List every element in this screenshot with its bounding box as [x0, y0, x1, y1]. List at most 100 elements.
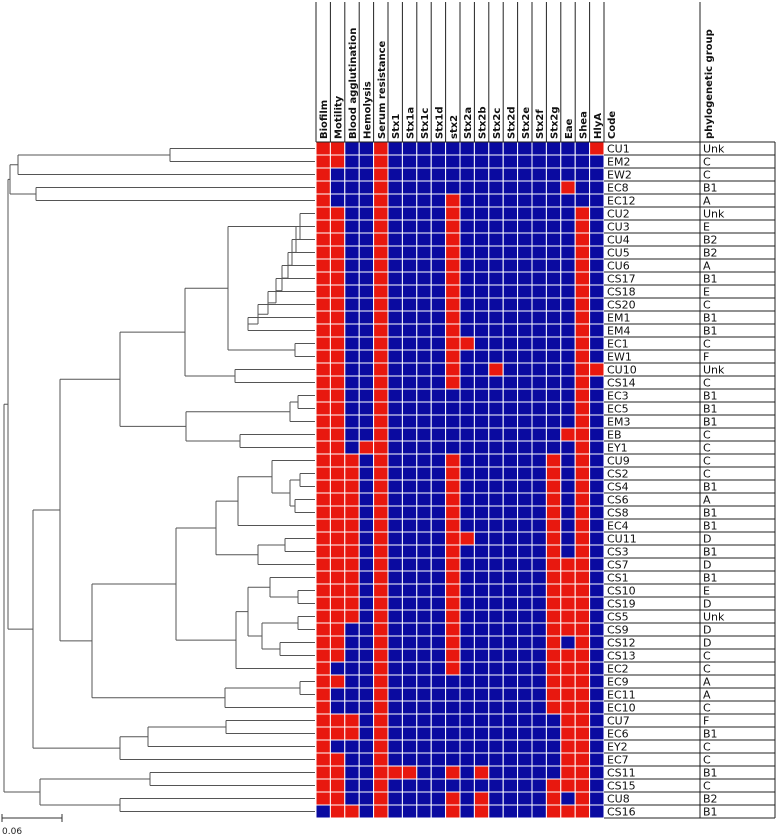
cell-positive	[545, 544, 562, 559]
cell-negative	[358, 180, 375, 195]
cell-negative	[488, 492, 504, 507]
cell-negative	[502, 349, 519, 364]
cell-positive	[315, 635, 331, 650]
cell-negative	[502, 284, 519, 299]
cell-negative	[473, 726, 490, 741]
cell-negative	[589, 466, 605, 481]
cell-negative	[416, 167, 432, 182]
cell-positive	[574, 687, 591, 702]
cell-negative	[459, 193, 475, 208]
cell-negative	[459, 700, 475, 715]
cell-negative	[531, 180, 547, 195]
cell-negative	[545, 726, 562, 741]
cell-negative	[473, 323, 490, 338]
cell-negative	[358, 297, 375, 312]
cell-negative	[401, 739, 418, 754]
cell-negative	[517, 271, 533, 286]
cell-positive	[329, 765, 346, 780]
cell-positive	[373, 687, 389, 702]
cell-positive	[574, 427, 591, 442]
cell-positive	[329, 323, 346, 338]
cell-negative	[387, 778, 403, 793]
cell-positive	[560, 739, 576, 754]
row-code: EB	[607, 429, 622, 442]
cell-positive	[329, 609, 346, 624]
cell-negative	[517, 453, 533, 468]
cell-positive	[545, 778, 562, 793]
cell-negative	[445, 700, 461, 715]
cell-negative	[387, 648, 403, 663]
cell-positive	[445, 375, 461, 390]
row-code: CS6	[607, 494, 629, 507]
cell-positive	[373, 401, 389, 416]
cell-positive	[445, 271, 461, 286]
cell-negative	[531, 622, 547, 637]
cell-negative	[344, 414, 360, 429]
cell-positive	[574, 492, 591, 507]
cell-negative	[344, 752, 360, 767]
cell-positive	[315, 674, 331, 689]
row-group: Unk	[703, 208, 725, 221]
cell-negative	[502, 453, 519, 468]
cell-negative	[401, 401, 418, 416]
cell-negative	[488, 466, 504, 481]
cell-negative	[416, 583, 432, 598]
cell-negative	[358, 531, 375, 546]
cell-negative	[517, 167, 533, 182]
cell-negative	[473, 362, 490, 377]
cell-negative	[589, 518, 605, 533]
cell-negative	[473, 778, 490, 793]
cell-negative	[473, 219, 490, 234]
cell-negative	[416, 557, 432, 572]
cell-negative	[589, 336, 605, 351]
cell-negative	[387, 440, 403, 455]
row-group: A	[703, 195, 711, 208]
cell-negative	[488, 674, 504, 689]
cell-negative	[344, 271, 360, 286]
cell-negative	[416, 570, 432, 585]
cell-positive	[373, 700, 389, 715]
cell-negative	[517, 440, 533, 455]
cell-negative	[517, 570, 533, 585]
column-header: Eae	[564, 118, 575, 139]
cell-negative	[531, 219, 547, 234]
cell-negative	[416, 258, 432, 273]
cell-negative	[531, 414, 547, 429]
row-code: EC5	[607, 403, 629, 416]
cell-negative	[502, 336, 519, 351]
row-group: B1	[703, 325, 718, 338]
row-code: CU1	[607, 143, 630, 156]
row-code: EC7	[607, 754, 629, 767]
cell-negative	[358, 167, 375, 182]
cell-positive	[459, 336, 475, 351]
cell-negative	[473, 674, 490, 689]
cell-negative	[401, 726, 418, 741]
cell-negative	[473, 193, 490, 208]
cell-negative	[344, 635, 360, 650]
row-code: CS10	[607, 585, 636, 598]
cell-negative	[459, 583, 475, 598]
cell-positive	[329, 479, 346, 494]
cell-negative	[589, 544, 605, 559]
cell-negative	[387, 310, 403, 325]
cell-negative	[574, 167, 591, 182]
cell-negative	[430, 765, 447, 780]
cell-positive	[329, 531, 346, 546]
cell-negative	[517, 518, 533, 533]
cell-negative	[488, 180, 504, 195]
cell-positive	[574, 232, 591, 247]
cell-negative	[589, 661, 605, 676]
row-code: EY2	[607, 741, 628, 754]
cell-positive	[315, 440, 331, 455]
cell-positive	[560, 752, 576, 767]
cell-negative	[488, 557, 504, 572]
cell-negative	[531, 804, 547, 819]
cell-negative	[517, 219, 533, 234]
cell-negative	[459, 375, 475, 390]
cell-negative	[502, 739, 519, 754]
cell-positive	[445, 791, 461, 806]
row-group: C	[703, 650, 711, 663]
cell-positive	[344, 596, 360, 611]
cell-negative	[473, 544, 490, 559]
cell-positive	[329, 271, 346, 286]
